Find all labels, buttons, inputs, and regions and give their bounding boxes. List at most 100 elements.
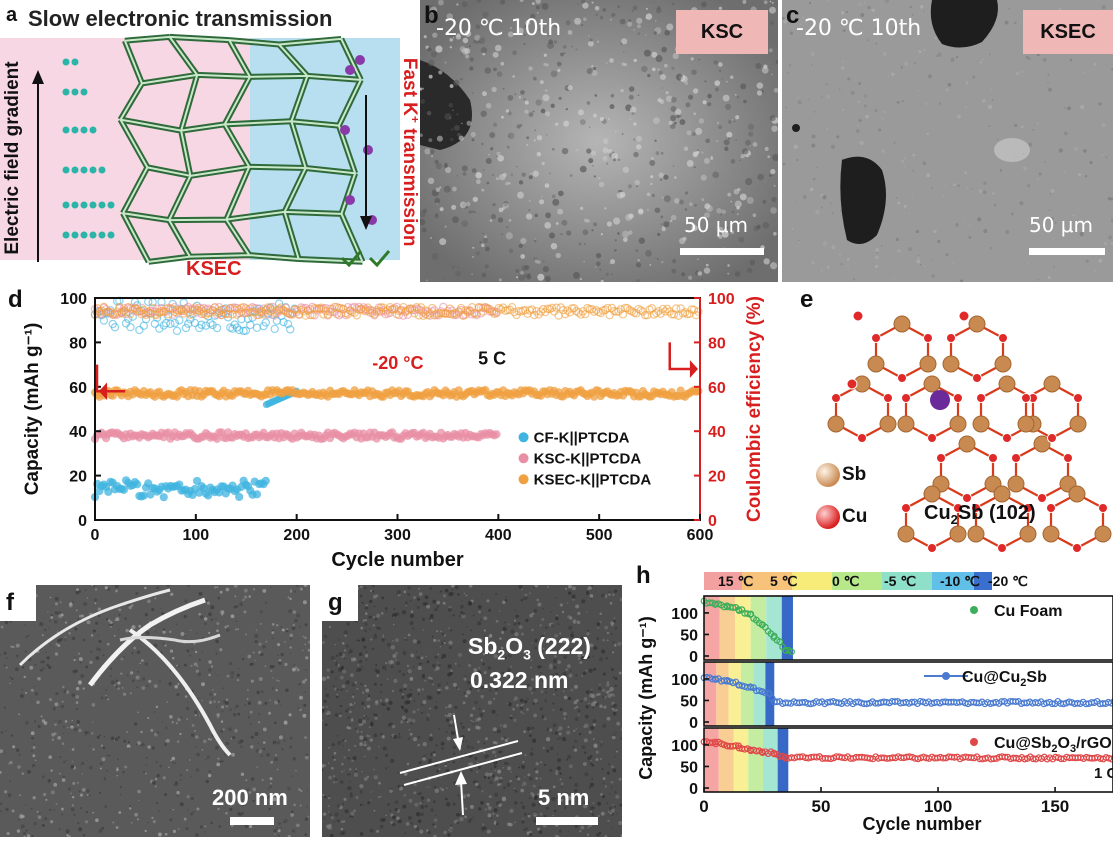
texture-grain: [735, 115, 740, 120]
texture-grain: [857, 100, 861, 104]
texture-grain: [24, 804, 27, 806]
texture-grain: [519, 679, 522, 683]
texture-grain: [483, 742, 486, 745]
texture-grain: [567, 725, 570, 728]
data-point: [770, 750, 778, 758]
data-point: [747, 684, 755, 691]
texture-grain: [276, 740, 281, 745]
texture-grain: [488, 608, 492, 612]
texture-grain: [1094, 269, 1097, 272]
texture-grain: [436, 683, 441, 688]
texture-grain: [272, 677, 274, 679]
texture-grain: [1021, 70, 1024, 73]
panel-e-label: e: [800, 286, 814, 313]
texture-grain: [1108, 235, 1112, 240]
texture-grain: [610, 259, 616, 265]
texture-grain: [333, 751, 337, 755]
texture-grain: [350, 657, 355, 662]
texture-grain: [329, 813, 332, 816]
ce-point: [99, 302, 109, 312]
texture-grain: [1063, 226, 1066, 229]
texture-grain: [75, 701, 79, 705]
texture-grain: [710, 155, 713, 158]
texture-grain: [421, 703, 424, 706]
texture-grain: [292, 667, 296, 672]
cu-atom: [946, 333, 956, 343]
texture-grain: [61, 813, 64, 816]
texture-grain: [513, 696, 518, 701]
texture-grain: [533, 76, 537, 81]
texture-grain: [336, 688, 339, 692]
texture-grain: [341, 642, 345, 645]
texture-grain: [159, 764, 163, 768]
texture-grain: [820, 269, 823, 272]
texture-grain: [492, 750, 496, 755]
texture-grain: [917, 90, 920, 92]
texture-grain: [622, 51, 625, 54]
texture-grain: [517, 621, 521, 625]
ce-point: [259, 310, 268, 319]
texture-grain: [366, 734, 369, 737]
texture-grain: [680, 75, 688, 83]
sb-atom: [958, 435, 976, 453]
texture-grain: [57, 638, 61, 643]
texture-grain: [213, 693, 217, 696]
texture-grain: [490, 768, 492, 770]
texture-grain: [444, 588, 449, 593]
texture-grain: [172, 761, 175, 764]
texture-grain: [41, 719, 46, 723]
texture-grain: [267, 788, 270, 790]
texture-grain: [590, 759, 592, 762]
texture-grain: [71, 796, 75, 799]
texture-grain: [740, 83, 747, 90]
texture-grain: [507, 653, 512, 658]
texture-grain: [19, 815, 23, 819]
texture-grain: [76, 720, 81, 724]
texture-grain: [165, 726, 168, 730]
texture-grain: [909, 5, 912, 8]
texture-grain: [452, 745, 456, 749]
texture-grain: [530, 13, 536, 20]
texture-grain: [842, 61, 844, 63]
texture-grain: [179, 779, 182, 781]
texture-grain: [585, 669, 588, 672]
cu-atom: [901, 503, 911, 513]
texture-grain: [375, 613, 381, 618]
texture-grain: [386, 642, 391, 647]
texture-grain: [488, 780, 493, 785]
texture-grain: [457, 266, 459, 268]
texture-grain: [30, 688, 34, 692]
texture-grain: [589, 594, 594, 598]
ce-point: [232, 323, 242, 332]
k-ion-dot: [355, 55, 365, 65]
texture-grain: [403, 683, 408, 688]
texture-grain: [549, 663, 553, 667]
texture-grain: [597, 814, 600, 818]
texture-grain: [516, 124, 521, 129]
texture-grain: [693, 112, 697, 116]
texture-grain: [610, 668, 614, 671]
texture-grain: [969, 224, 971, 227]
texture-grain: [871, 8, 876, 13]
texture-grain: [168, 681, 172, 686]
texture-grain: [409, 692, 413, 697]
texture-grain: [571, 594, 576, 599]
texture-grain: [615, 732, 617, 734]
texture-grain: [581, 653, 585, 657]
texture-grain: [494, 770, 496, 772]
texture-grain: [270, 760, 274, 764]
texture-grain: [230, 675, 234, 679]
right-axis-arrowhead: [689, 360, 698, 378]
texture-grain: [527, 683, 530, 687]
texture-grain: [609, 601, 613, 605]
texture-grain: [434, 705, 438, 710]
texture-grain: [420, 218, 426, 226]
texture-grain: [831, 245, 836, 250]
texture-grain: [612, 711, 617, 716]
texture-grain: [209, 692, 213, 696]
texture-grain: [651, 67, 656, 72]
texture-grain: [154, 597, 156, 599]
texture-grain: [115, 589, 118, 593]
texture-grain: [443, 634, 447, 637]
texture-grain: [140, 730, 143, 734]
